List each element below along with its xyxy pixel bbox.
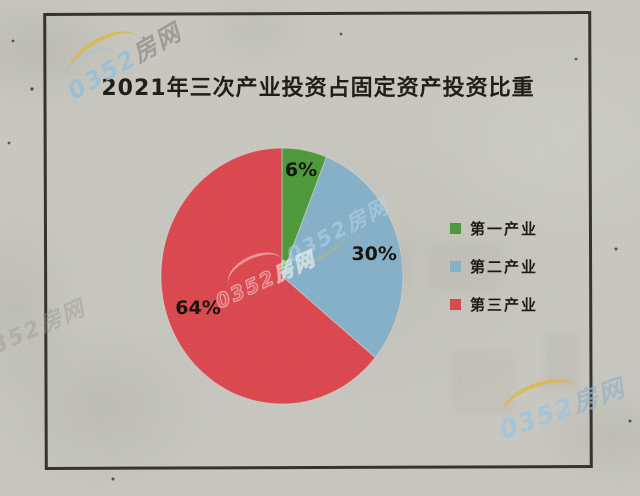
legend-item-secondary-industry: 第二产业 xyxy=(450,258,539,276)
legend-item-primary-industry: 第一产业 xyxy=(450,220,539,238)
legend-label-primary-industry: 第一产业 xyxy=(470,220,539,238)
chart-legend: 第一产业第二产业第三产业 xyxy=(450,220,539,314)
legend-swatch-secondary-industry xyxy=(450,261,461,272)
legend-swatch-tertiary-industry xyxy=(450,299,461,310)
legend-swatch-primary-industry xyxy=(450,223,461,234)
legend-label-tertiary-industry: 第三产业 xyxy=(470,296,539,314)
pie-slice-tertiary-industry xyxy=(160,147,376,405)
pie-value-label-secondary-industry: 30% xyxy=(351,243,396,265)
pie-slice-secondary-industry xyxy=(281,156,404,359)
pie-value-label-tertiary-industry: 64% xyxy=(175,297,220,319)
legend-item-tertiary-industry: 第三产业 xyxy=(450,296,539,314)
pie-value-label-primary-industry: 6% xyxy=(285,159,317,181)
legend-label-secondary-industry: 第二产业 xyxy=(470,258,539,276)
chart-title: 2021年三次产业投资占固定资产投资比重 xyxy=(101,76,535,101)
